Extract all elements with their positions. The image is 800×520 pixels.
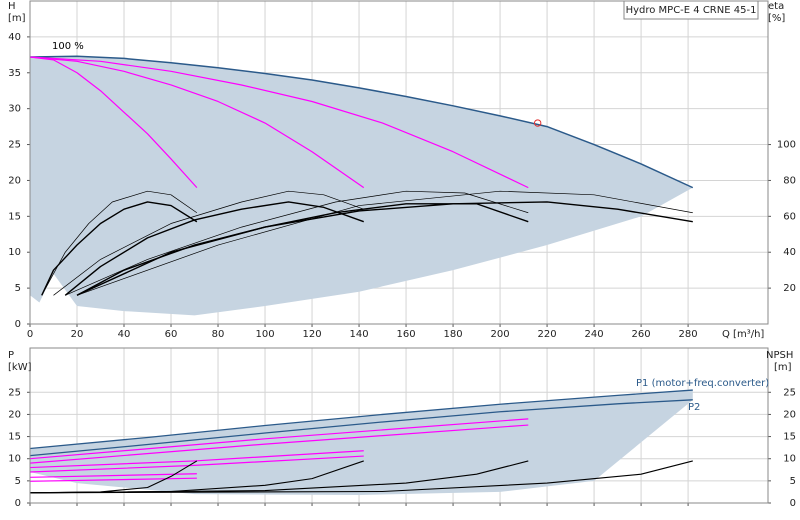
curve: [76, 201, 693, 296]
y2-axis-label: NPSH: [766, 350, 793, 361]
y-tick-label: 20: [8, 409, 21, 420]
curve: [30, 450, 364, 469]
y2-tick-label: 20: [783, 283, 796, 294]
curve: [41, 190, 198, 296]
x-tick-label: 20: [71, 329, 84, 340]
y-tick-label: 5: [15, 476, 21, 487]
curve: [30, 473, 197, 478]
y2-tick-label: 100: [777, 140, 796, 151]
curve: [30, 455, 364, 473]
y2-axis-unit: [%]: [768, 13, 785, 24]
y2-tick-label: 80: [783, 175, 796, 186]
y-tick-label: 15: [8, 211, 21, 222]
y2-tick-label: 25: [783, 387, 796, 398]
y2-tick-label: 10: [783, 454, 796, 465]
duty-point: [533, 119, 542, 127]
plot-frame: [29, 347, 769, 504]
y-axis-unit: [kW]: [8, 362, 32, 373]
annotation: P1 (motor+freq.converter): [636, 378, 769, 389]
curve: [30, 460, 529, 494]
y-tick-label: 25: [8, 387, 21, 398]
x-tick-label: 60: [165, 329, 178, 340]
title-box: [623, 0, 759, 20]
curve: [30, 424, 529, 464]
annotation: 100 %: [52, 41, 84, 52]
y-tick-label: 20: [8, 175, 21, 186]
y2-tick-label: 0: [790, 498, 796, 509]
y-tick-label: 10: [8, 247, 21, 258]
curve: [30, 55, 694, 189]
x-tick-label: 180: [444, 329, 463, 340]
x-axis-label: Q [m³/h]: [722, 329, 764, 340]
curve: [30, 477, 197, 482]
x-tick-label: 220: [538, 329, 557, 340]
y-tick-label: 30: [8, 104, 21, 115]
curve: [30, 389, 693, 450]
x-tick-label: 100: [255, 329, 274, 340]
y2-axis-label: eta: [768, 1, 784, 12]
curve: [30, 56, 529, 189]
y-axis-label: H: [8, 1, 16, 12]
curve: [30, 399, 693, 457]
x-tick-label: 200: [491, 329, 510, 340]
y2-axis-unit: [m]: [774, 362, 792, 373]
operating-range: [30, 390, 693, 496]
curve: [76, 190, 693, 296]
annotation: P2: [688, 402, 700, 413]
x-tick-label: 160: [397, 329, 416, 340]
power-chart: 0 5 10 15 20 25 0 5 10 15 20 25 P1 (motor+freq.conve…: [8, 347, 796, 509]
y2-tick-label: 5: [790, 476, 796, 487]
curve: [30, 460, 693, 494]
plot-frame: [29, 0, 769, 325]
y-tick-label: 10: [8, 454, 21, 465]
y-tick-label: 35: [8, 68, 21, 79]
y-axis-label: P: [8, 350, 14, 361]
y2-tick-label: 60: [783, 211, 796, 222]
y-tick-label: 40: [8, 32, 21, 43]
y-tick-label: 25: [8, 140, 21, 151]
x-tick-label: 140: [349, 329, 368, 340]
curve: [53, 190, 364, 296]
head-chart: 0 20 40 60 80 100 120 140 160 180 200 220 240 260 280 0…: [8, 0, 796, 340]
y-tick-label: 0: [15, 319, 21, 330]
y2-tick-label: 40: [783, 247, 796, 258]
y2-tick-label: 15: [783, 432, 796, 443]
curve: [30, 418, 529, 460]
curve: [65, 190, 529, 296]
x-tick-label: 120: [302, 329, 321, 340]
y-tick-label: 0: [15, 498, 21, 509]
y2-tick-label: 20: [783, 409, 796, 420]
y-axis-unit: [m]: [8, 13, 26, 24]
x-tick-label: 80: [212, 329, 225, 340]
chart-title: Hydro MPC-E 4 CRNE 45-1: [626, 5, 757, 16]
x-tick-label: 240: [585, 329, 604, 340]
x-tick-label: 40: [118, 329, 131, 340]
x-tick-label: 280: [679, 329, 698, 340]
curve: [30, 56, 198, 189]
x-tick-label: 260: [632, 329, 651, 340]
y-tick-label: 15: [8, 432, 21, 443]
x-tick-label: 0: [27, 329, 33, 340]
curve: [30, 56, 365, 189]
y-tick-label: 5: [15, 283, 21, 294]
